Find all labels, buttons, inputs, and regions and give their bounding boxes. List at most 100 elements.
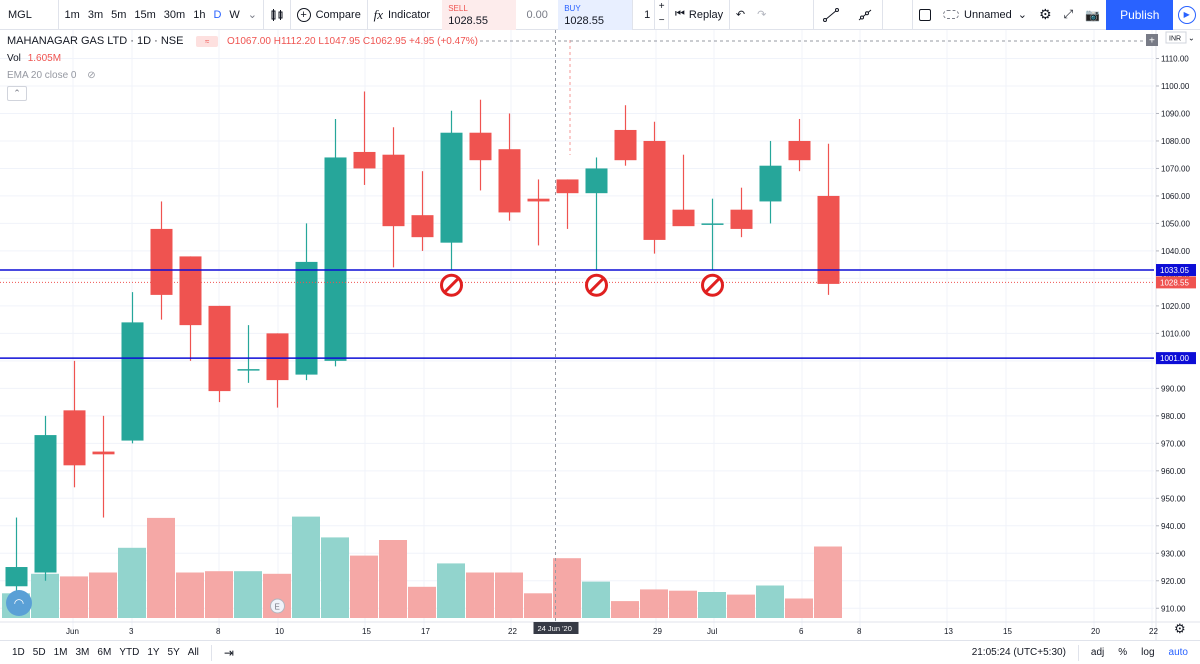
- adj-toggle[interactable]: adj: [1090, 647, 1105, 658]
- buy-button[interactable]: BUY 1028.55: [558, 0, 633, 30]
- candle-body[interactable]: [498, 149, 521, 213]
- candle-body[interactable]: [527, 198, 550, 202]
- range-1m[interactable]: 1M: [53, 647, 68, 658]
- ray-tool[interactable]: [848, 0, 882, 30]
- interval-w[interactable]: W: [229, 8, 240, 21]
- candle-body[interactable]: [614, 129, 637, 161]
- replay-button[interactable]: ⏮ Replay: [669, 0, 729, 30]
- candle-body[interactable]: [469, 132, 492, 161]
- volume-bar: [785, 598, 813, 618]
- sell-button[interactable]: SELL 1028.55: [442, 0, 517, 30]
- compare-label: Compare: [315, 8, 361, 21]
- layout-menu[interactable]: Unnamed ⌄: [937, 0, 1033, 30]
- trend-line-tool[interactable]: [814, 0, 848, 30]
- candle-body[interactable]: [179, 256, 202, 326]
- candle-body[interactable]: [208, 305, 231, 392]
- compare-button[interactable]: + Compare: [291, 0, 367, 30]
- divider: [263, 0, 264, 30]
- candle-body[interactable]: [237, 369, 260, 371]
- quantity-stepper[interactable]: + −: [654, 0, 668, 30]
- candle-body[interactable]: [382, 154, 405, 227]
- interval-dropdown-icon[interactable]: ⌄: [247, 9, 258, 21]
- candle-body[interactable]: [556, 179, 579, 194]
- ema-legend[interactable]: EMA 20 close 0 ⊘: [7, 70, 96, 81]
- earnings-icon[interactable]: [270, 598, 285, 614]
- select-all-button[interactable]: [913, 0, 937, 30]
- indicators-button[interactable]: fx Indicator: [368, 0, 437, 30]
- time-tick-label: Jun: [66, 627, 79, 636]
- date-range-icon[interactable]: ⇥: [223, 645, 234, 660]
- range-all[interactable]: All: [187, 647, 199, 658]
- price-chart[interactable]: E 1110.00 1100.00 1090.00 1080.00 1070.00 1060…: [0, 30, 1200, 640]
- range-1d[interactable]: 1D: [12, 647, 25, 658]
- interval-1h[interactable]: 1h: [193, 8, 206, 21]
- fullscreen-button[interactable]: ⤢: [1058, 0, 1080, 30]
- candle-body[interactable]: [730, 209, 753, 229]
- candle-body[interactable]: [585, 168, 608, 194]
- price-tick-label: 1080.00: [1161, 137, 1190, 146]
- buy-price: 1028.55: [564, 14, 604, 27]
- interval-d[interactable]: D: [213, 8, 222, 21]
- candle-body[interactable]: [121, 322, 144, 441]
- range-3m[interactable]: 3M: [75, 647, 90, 658]
- range-5d[interactable]: 5D: [32, 647, 46, 658]
- price-tick-label: 1110.00: [1161, 54, 1189, 63]
- candle-body[interactable]: [817, 195, 840, 284]
- candle-body[interactable]: [759, 165, 782, 202]
- eye-off-icon[interactable]: ⊘: [87, 70, 96, 81]
- range-5y[interactable]: 5Y: [167, 647, 180, 658]
- volume-bar: [466, 572, 494, 618]
- tradingview-logo[interactable]: ◠: [6, 590, 32, 616]
- legend-flags[interactable]: ≈: [196, 36, 219, 47]
- time-tick-label: 8: [857, 627, 862, 636]
- volume-bar: [292, 516, 320, 618]
- redo-button[interactable]: ↷: [751, 0, 772, 30]
- interval-15m[interactable]: 15m: [134, 8, 156, 21]
- chart-type-button[interactable]: [264, 0, 290, 30]
- clock[interactable]: 21:05:24 (UTC+5:30): [971, 647, 1066, 658]
- interval-1m[interactable]: 1m: [64, 8, 80, 21]
- play-button[interactable]: ▶: [1173, 5, 1200, 24]
- candle-body[interactable]: [643, 140, 666, 240]
- divider: [57, 0, 59, 30]
- candle-body[interactable]: [150, 228, 173, 295]
- range-6m[interactable]: 6M: [97, 647, 112, 658]
- minus-icon[interactable]: −: [658, 14, 665, 26]
- trade-panel: SELL 1028.55 0.00 BUY 1028.55 1 + −: [442, 0, 668, 30]
- candle-body[interactable]: [701, 223, 724, 225]
- add-alert-button[interactable]: [1146, 34, 1158, 46]
- candle-body[interactable]: [440, 132, 463, 243]
- quantity-field[interactable]: 1: [632, 0, 654, 30]
- candle-body[interactable]: [411, 215, 434, 238]
- interval-5m[interactable]: 5m: [111, 8, 127, 21]
- candle-body[interactable]: [34, 435, 57, 573]
- snapshot-button[interactable]: 📷: [1079, 0, 1106, 30]
- candle-body[interactable]: [63, 410, 86, 466]
- symbol-search[interactable]: MGL: [8, 8, 32, 21]
- candle-body[interactable]: [672, 209, 695, 227]
- percent-toggle[interactable]: %: [1118, 647, 1128, 658]
- range-1y[interactable]: 1Y: [147, 647, 160, 658]
- auto-toggle[interactable]: auto: [1168, 647, 1188, 658]
- candle-body[interactable]: [5, 567, 28, 587]
- price-tick-label: 920.00: [1161, 577, 1186, 586]
- publish-button[interactable]: Publish: [1106, 0, 1174, 30]
- log-toggle[interactable]: log: [1141, 647, 1155, 658]
- candle-body[interactable]: [92, 451, 115, 455]
- undo-button[interactable]: ↶: [730, 0, 751, 30]
- candle-body[interactable]: [324, 157, 347, 361]
- interval-3m[interactable]: 3m: [87, 8, 104, 21]
- time-tick-label: 15: [1003, 627, 1012, 636]
- collapse-legend-button[interactable]: ⌃: [7, 86, 27, 101]
- plus-icon[interactable]: +: [658, 0, 665, 12]
- range-ytd[interactable]: YTD: [119, 647, 140, 658]
- candle-body[interactable]: [295, 261, 318, 375]
- candle-body[interactable]: [353, 151, 376, 169]
- volume-bar: [118, 547, 146, 618]
- price-axis[interactable]: [1156, 30, 1200, 640]
- price-marker-label: 1033.05: [1160, 266, 1189, 275]
- candle-body[interactable]: [266, 333, 289, 381]
- settings-button[interactable]: ⚙: [1033, 0, 1058, 30]
- candle-body[interactable]: [788, 140, 811, 161]
- interval-30m[interactable]: 30m: [163, 8, 186, 21]
